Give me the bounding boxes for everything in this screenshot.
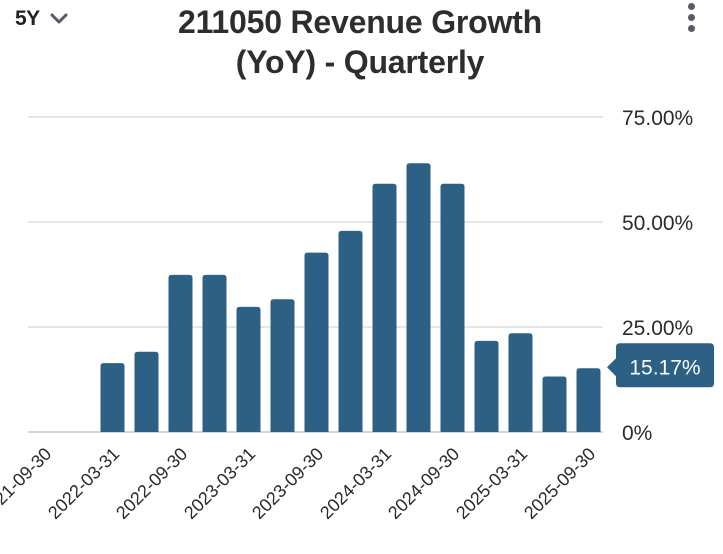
bar-2025-03-31[interactable] xyxy=(508,333,533,432)
bar-2024-06-30[interactable] xyxy=(406,163,431,432)
x-tick-label: 2022-03-31 xyxy=(44,444,123,523)
x-tick-label: 2022-09-30 xyxy=(112,444,191,523)
chart-title-line1: 211050 Revenue Growth xyxy=(178,4,542,40)
kebab-dot xyxy=(688,3,695,10)
y-axis-labels: 0% 25.00% 50.00% 75.00% xyxy=(622,107,693,445)
bar-2022-03-31[interactable] xyxy=(100,363,125,432)
x-tick-label: 2023-03-31 xyxy=(180,444,259,523)
bar-2022-12-31[interactable] xyxy=(202,274,227,432)
kebab-dot xyxy=(688,14,695,21)
bars xyxy=(100,163,601,432)
bar-2025-06-30[interactable] xyxy=(542,376,567,432)
kebab-dot xyxy=(688,25,695,32)
bar-2023-06-30[interactable] xyxy=(270,299,295,432)
y-tick-label: 50.00% xyxy=(622,212,693,235)
x-tick-label: 2024-03-31 xyxy=(316,444,395,523)
bar-2023-03-31[interactable] xyxy=(236,306,261,432)
bar-2024-09-30[interactable] xyxy=(440,183,465,432)
range-selector-label: 5Y xyxy=(15,7,40,30)
bar-2022-09-30[interactable] xyxy=(168,274,193,432)
chevron-down-icon xyxy=(50,13,68,24)
x-axis-labels: 2021-09-302022-03-312022-09-302023-03-31… xyxy=(0,444,599,523)
chart-title-line2: (YoY) - Quarterly xyxy=(235,44,485,80)
x-tick-label: 2024-09-30 xyxy=(384,444,463,523)
tooltip-value: 15.17% xyxy=(629,356,700,379)
x-tick-label: 2025-09-30 xyxy=(520,444,599,523)
tooltip-box xyxy=(607,343,714,388)
kebab-menu-icon[interactable] xyxy=(680,0,704,36)
range-selector[interactable]: 5Y xyxy=(15,7,68,31)
chart-title: 211050 Revenue Growth (YoY) - Quarterly xyxy=(120,2,600,82)
bar-2024-03-31[interactable] xyxy=(372,183,397,432)
x-tick-label: 2023-09-30 xyxy=(248,444,327,523)
bar-2025-09-30[interactable] xyxy=(576,368,601,432)
bar-2022-06-30[interactable] xyxy=(134,351,159,432)
y-tick-label: 25.00% xyxy=(622,317,693,340)
x-tick-label: 2025-03-31 xyxy=(452,444,531,523)
last-value-tooltip: 15.17% xyxy=(607,343,714,388)
bar-2023-09-30[interactable] xyxy=(304,252,329,432)
bar-2023-12-31[interactable] xyxy=(338,230,363,432)
y-tick-label: 75.00% xyxy=(622,107,693,130)
y-tick-label: 0% xyxy=(622,422,652,445)
bar-2024-12-31[interactable] xyxy=(474,340,499,432)
